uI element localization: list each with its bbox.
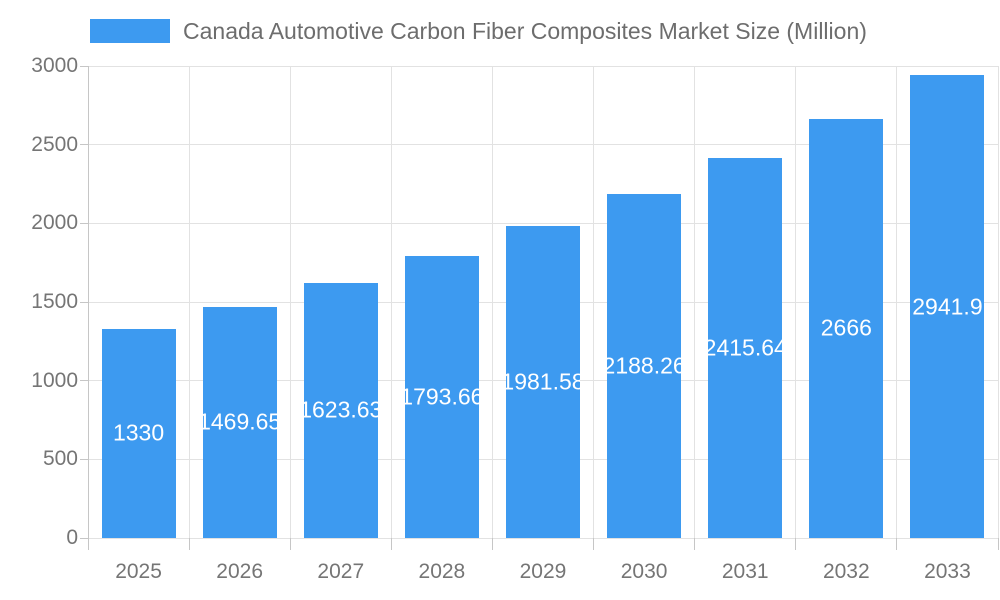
x-axis-tick-label: 2025 (115, 560, 162, 583)
x-axis-tick-label: 2030 (620, 560, 668, 583)
y-axis-tick-label: 500 (42, 447, 78, 471)
x-axis-tick (390, 538, 392, 550)
gridline-vertical (87, 66, 89, 538)
bar[interactable]: 1469.65 (202, 306, 277, 538)
gridline-horizontal (88, 65, 998, 67)
x-axis-tick (593, 538, 595, 550)
bar-value-label: 2188.26 (607, 352, 682, 379)
x-axis-tick-label: 2032 (822, 560, 870, 583)
bar[interactable]: 1793.66 (404, 255, 479, 538)
y-axis-tick-label: 1000 (31, 368, 78, 392)
y-axis-tick-label: 3000 (31, 54, 78, 77)
gridline-vertical (694, 66, 696, 538)
gridline-vertical (188, 66, 190, 538)
bar-value-label: 1793.66 (404, 383, 479, 410)
x-axis-tick (491, 538, 493, 550)
bar[interactable]: 1330 (101, 328, 176, 538)
gridline-vertical (491, 66, 493, 538)
bar-value-label: 1469.65 (202, 408, 277, 435)
y-axis-tick (80, 537, 88, 539)
y-axis-tick (80, 380, 88, 382)
bar-value-label: 2666 (820, 314, 872, 341)
legend-item[interactable]: Canada Automotive Carbon Fiber Composite… (90, 16, 867, 46)
gridline-vertical (997, 66, 999, 538)
legend-label: Canada Automotive Carbon Fiber Composite… (183, 18, 867, 44)
y-axis-tick (80, 222, 88, 224)
x-axis-tick (795, 538, 797, 550)
x-axis-tick (896, 538, 898, 550)
y-axis-tick-label: 2500 (31, 132, 78, 156)
bar-value-label: 1330 (112, 419, 165, 446)
x-axis-tick-label: 2027 (317, 560, 365, 583)
legend-swatch (90, 19, 170, 43)
bar-value-label: 2415.64 (708, 334, 783, 361)
bar-value-label: 1981.58 (506, 368, 580, 395)
y-axis-tick-label: 2000 (31, 211, 78, 235)
x-axis-tick (694, 538, 696, 550)
y-axis-tick (80, 144, 88, 146)
bar[interactable]: 2666 (809, 118, 884, 538)
bar[interactable]: 1623.63 (303, 282, 378, 538)
x-axis-tick-label: 2029 (519, 560, 567, 583)
gridline-vertical (795, 66, 797, 538)
bar-value-label: 2941.9 (912, 293, 983, 320)
y-axis-tick-label: 1500 (31, 290, 78, 313)
bar[interactable]: 2415.64 (708, 157, 783, 538)
gridline-vertical (390, 66, 392, 538)
bar[interactable]: 2188.26 (607, 193, 682, 538)
x-axis-tick (289, 538, 291, 550)
bar[interactable]: 1981.58 (506, 226, 580, 538)
y-axis-tick (80, 301, 88, 303)
x-axis-tick-label: 2028 (418, 560, 466, 583)
bar-value-label: 1623.63 (303, 396, 378, 423)
y-axis-tick (80, 458, 88, 460)
x-axis-tick (997, 538, 999, 550)
y-axis-tick-label: 0 (66, 526, 78, 549)
gridline-vertical (896, 66, 898, 538)
x-axis-tick (87, 538, 89, 550)
gridline-vertical (593, 66, 595, 538)
bar[interactable]: 2941.9 (910, 75, 985, 538)
x-axis-tick-label: 2026 (216, 560, 264, 583)
x-axis-tick (188, 538, 190, 550)
gridline-vertical (289, 66, 291, 538)
y-axis-tick (80, 65, 88, 67)
x-axis-tick-label: 2033 (924, 560, 971, 583)
x-axis-tick-label: 2031 (721, 560, 769, 583)
